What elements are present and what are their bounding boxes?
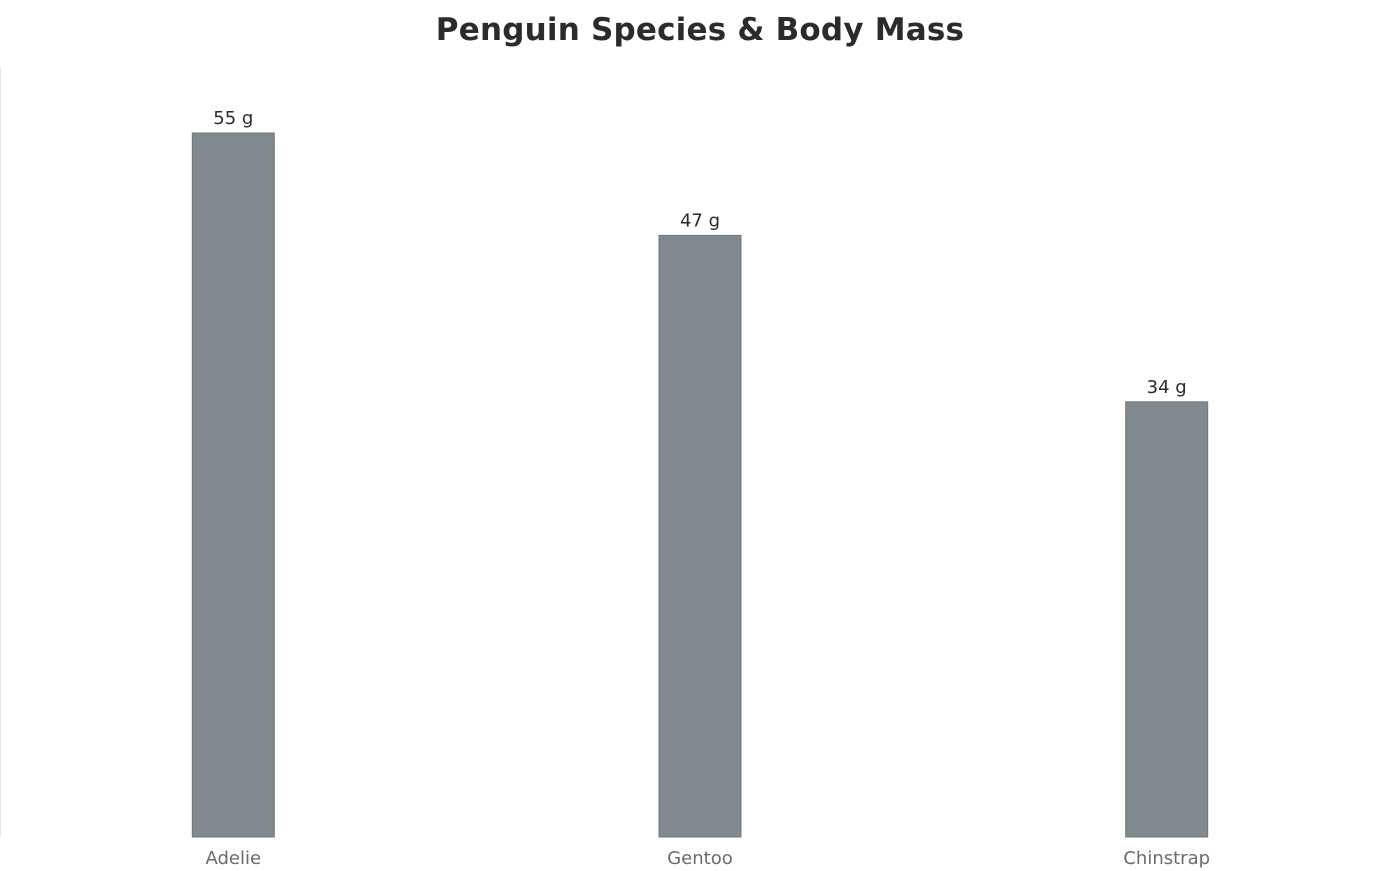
x-tick-label-chinstrap: Chinstrap <box>1123 848 1210 869</box>
x-tick-label-gentoo: Gentoo <box>667 848 733 869</box>
data-label-gentoo: 47 g <box>680 210 720 231</box>
x-tick-labels-group: Adelie Gentoo Chinstrap <box>206 848 1211 869</box>
bar-gentoo[interactable] <box>659 235 741 837</box>
bar-chinstrap[interactable] <box>1126 402 1208 837</box>
x-tick-label-adelie: Adelie <box>206 848 262 869</box>
data-label-chinstrap: 34 g <box>1147 377 1187 398</box>
data-label-adelie: 55 g <box>213 108 253 129</box>
bar-adelie[interactable] <box>192 133 274 837</box>
bars-group <box>192 133 1207 837</box>
